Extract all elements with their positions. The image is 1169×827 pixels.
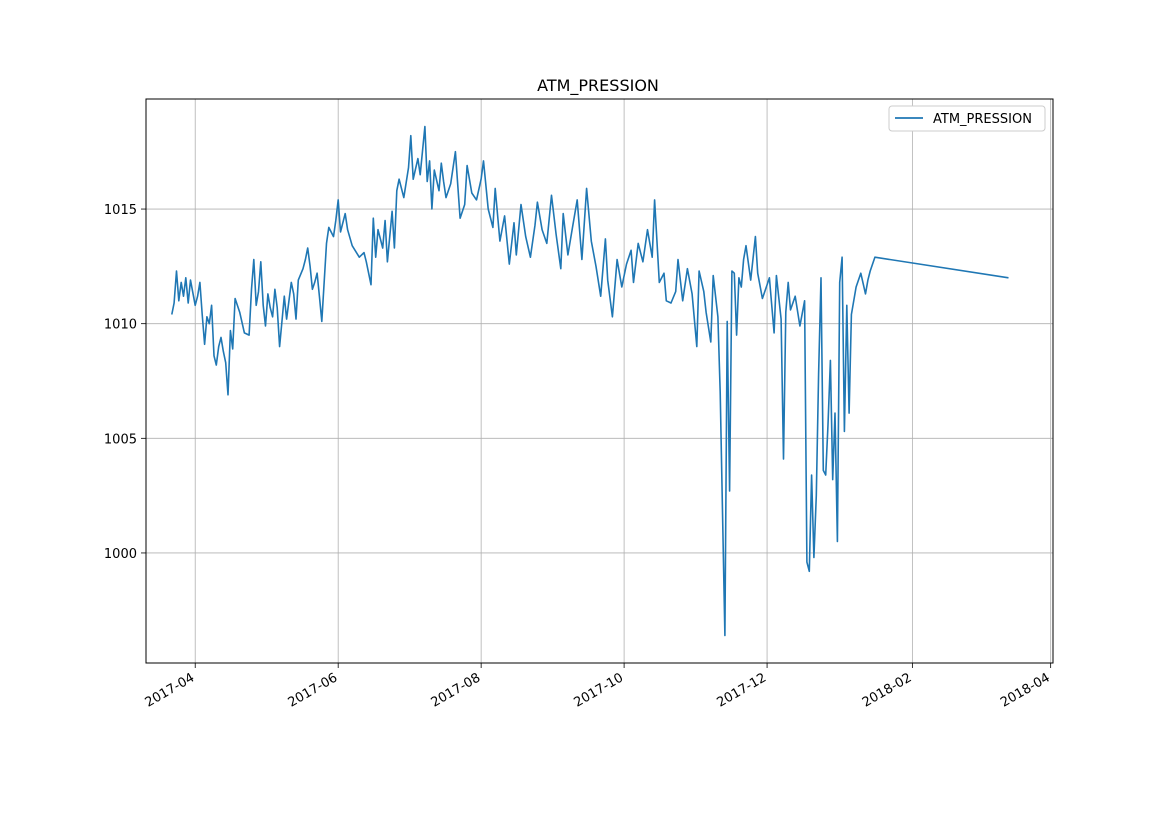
y-tick-label: 1000 bbox=[104, 547, 137, 562]
y-tick-label: 1015 bbox=[104, 203, 137, 218]
chart-title: ATM_PRESSION bbox=[537, 76, 659, 96]
y-axis: 1000 1005 1010 1015 bbox=[104, 203, 146, 562]
legend: ATM_PRESSION bbox=[888, 105, 1046, 132]
legend-box bbox=[888, 105, 1046, 132]
series-line-atm-pression bbox=[171, 125, 1009, 637]
legend-label: ATM_PRESSION bbox=[933, 112, 1032, 127]
y-tick-label: 1010 bbox=[104, 318, 137, 333]
grid-lines bbox=[146, 99, 1053, 663]
y-tick-label: 1005 bbox=[104, 432, 137, 447]
series-layer bbox=[171, 125, 1009, 637]
plot-area-frame bbox=[145, 98, 1054, 664]
